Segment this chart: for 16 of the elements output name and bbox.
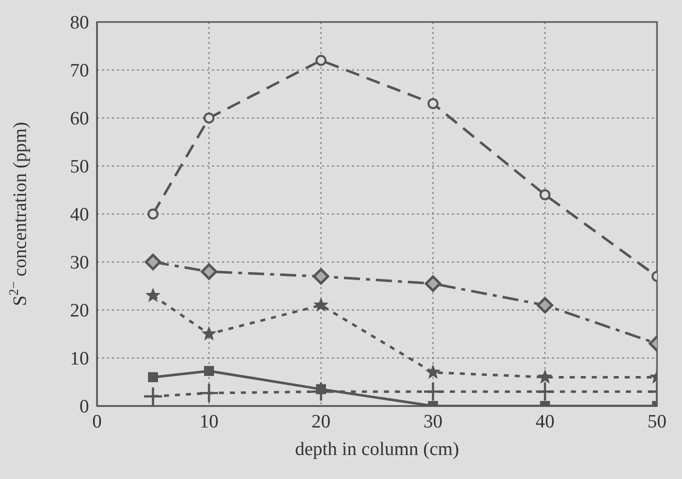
y-tick-label: 10 [70, 348, 89, 370]
y-tick-label: 0 [80, 396, 89, 418]
x-tick-label: 20 [312, 411, 330, 432]
y-tick-label: 40 [70, 204, 89, 226]
x-tick-label: 50 [648, 411, 666, 432]
x-tick-label: 10 [200, 411, 218, 432]
y-tick-label: 80 [70, 12, 89, 34]
x-tick-label: 0 [92, 411, 102, 432]
x-axis-title: depth in column (cm) [294, 439, 460, 460]
x-tick-label: 40 [536, 411, 554, 432]
y-tick-label: 30 [70, 252, 89, 274]
y-tick-label: 70 [70, 60, 89, 82]
y-tick-label: 50 [70, 156, 89, 178]
x-tick-label: 30 [424, 411, 442, 432]
y-tick-label: 60 [70, 108, 89, 130]
y-tick-label: 20 [70, 300, 89, 322]
